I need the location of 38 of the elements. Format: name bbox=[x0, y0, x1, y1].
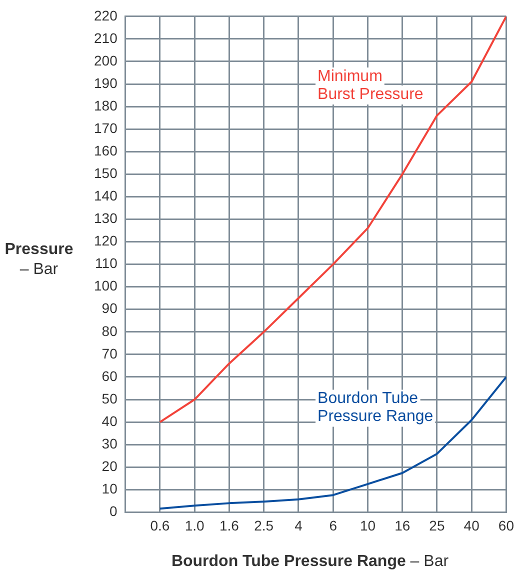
x-tick-label: 1.0 bbox=[184, 517, 205, 534]
x-tick-label: 40 bbox=[464, 517, 480, 534]
x-tick-label: 1.6 bbox=[219, 517, 240, 534]
y-tick-label: 10 bbox=[102, 480, 118, 497]
y-tick-label: 80 bbox=[102, 322, 118, 339]
y-tick-label: 140 bbox=[94, 188, 118, 204]
x-tick-label: 0.6 bbox=[150, 517, 170, 534]
y-tick-label: 40 bbox=[102, 412, 118, 429]
x-tick-label: 25 bbox=[429, 517, 445, 534]
y-tick-label: 190 bbox=[94, 74, 118, 91]
y-tick-label: 0 bbox=[110, 503, 118, 520]
y-tick-label: 160 bbox=[94, 142, 118, 158]
x-tick-label: 4 bbox=[294, 517, 303, 534]
x-tick-label: 2.5 bbox=[254, 517, 274, 534]
y-tick-label: 130 bbox=[94, 210, 118, 226]
y-tick-label: 120 bbox=[94, 232, 118, 249]
y-tick-label: 210 bbox=[94, 30, 118, 46]
x-tick-label: 6 bbox=[329, 517, 338, 534]
y-tick-label: 30 bbox=[102, 435, 118, 452]
y-axis-title: Pressure – Bar bbox=[4, 241, 74, 278]
x-tick-label: 60 bbox=[498, 517, 514, 534]
y-tick-label: 100 bbox=[94, 278, 118, 294]
y-tick-label: 150 bbox=[94, 165, 118, 182]
x-axis-title: Bourdon Tube Pressure Range – Bar bbox=[171, 553, 449, 570]
y-tick-label: 60 bbox=[102, 368, 118, 384]
y-tick-label: 90 bbox=[102, 300, 118, 316]
y-tick-label: 220 bbox=[94, 7, 118, 24]
y-tick-label: 20 bbox=[102, 458, 118, 474]
y-tick-label: 170 bbox=[94, 120, 118, 136]
series-label: Bourdon Tube Pressure Range bbox=[318, 390, 434, 426]
x-tick-label: 10 bbox=[360, 517, 376, 534]
y-tick-label: 180 bbox=[94, 97, 118, 114]
y-tick-label: 50 bbox=[102, 390, 118, 406]
y-tick-label: 110 bbox=[95, 255, 118, 272]
y-tick-label: 200 bbox=[94, 52, 118, 68]
series-label: Minimum Burst Pressure bbox=[318, 68, 424, 103]
x-tick-label: 16 bbox=[394, 517, 410, 534]
y-tick-label: 70 bbox=[102, 345, 118, 362]
